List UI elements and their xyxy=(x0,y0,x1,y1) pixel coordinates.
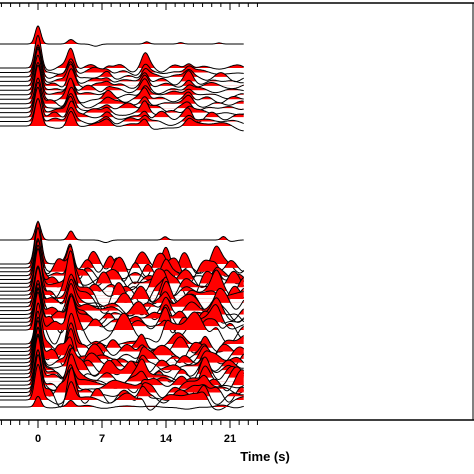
trace xyxy=(0,97,244,132)
trace xyxy=(0,266,245,323)
trace xyxy=(0,48,244,86)
trace-fill xyxy=(0,319,244,356)
trace-fill xyxy=(0,227,244,268)
trace xyxy=(0,319,245,373)
trace-fill xyxy=(0,248,244,292)
x-tick-label: 7 xyxy=(99,433,105,445)
trace xyxy=(0,44,244,76)
x-tick-label: 21 xyxy=(224,433,236,445)
x-tick-label: 0 xyxy=(35,433,41,445)
trace xyxy=(0,77,244,109)
trace xyxy=(0,291,244,345)
trace-fill xyxy=(0,221,244,264)
trace-fill xyxy=(0,320,244,363)
trace xyxy=(0,265,245,311)
trace xyxy=(0,238,245,285)
trace xyxy=(0,81,244,116)
trace xyxy=(0,333,244,388)
trace-fill xyxy=(0,353,244,386)
trace-fill xyxy=(0,238,244,272)
trailing-trace xyxy=(0,395,244,410)
trace-fill xyxy=(0,47,244,77)
trailing-trace-fill xyxy=(0,396,244,407)
trace xyxy=(0,46,244,83)
trace xyxy=(0,279,245,323)
trace xyxy=(0,354,244,408)
trace xyxy=(0,302,245,361)
x-axis-label: Time (s) xyxy=(240,449,290,464)
trace xyxy=(0,61,244,95)
reference-trace xyxy=(0,25,244,47)
trace-fill xyxy=(0,265,244,296)
trace xyxy=(0,363,244,411)
trace xyxy=(0,239,245,291)
trace-fill xyxy=(0,287,244,323)
trace xyxy=(0,34,244,73)
trace xyxy=(0,64,244,104)
x-tick-label: 14 xyxy=(160,433,173,445)
trace-fill xyxy=(0,292,244,330)
trace xyxy=(0,54,244,90)
